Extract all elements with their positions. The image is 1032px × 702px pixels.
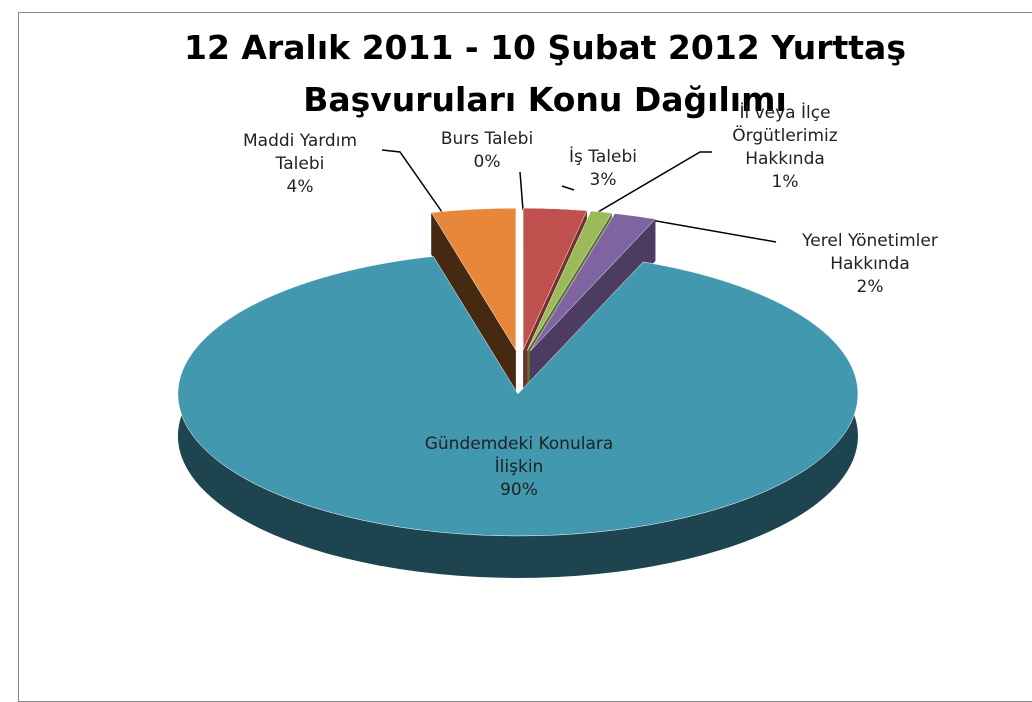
label-name: Maddi Yardım Talebi xyxy=(242,131,358,174)
label-value: 90% xyxy=(500,480,538,500)
slice xyxy=(177,256,859,537)
label-value: 0% xyxy=(473,152,501,172)
chart-title: 12 Aralık 2011 - 10 Şubat 2012 Yurttaş B… xyxy=(184,28,906,119)
leader-line xyxy=(561,185,575,191)
label-name: İş Talebi xyxy=(569,147,637,167)
slice xyxy=(430,207,517,352)
data-label: Burs Talebi 0% xyxy=(427,128,547,174)
slice xyxy=(522,207,588,351)
slice xyxy=(529,213,656,352)
label-value: 4% xyxy=(286,177,314,197)
leader-line xyxy=(519,171,524,211)
slice-wall xyxy=(431,212,516,393)
pie-tops xyxy=(177,207,859,537)
label-value: 3% xyxy=(589,170,617,190)
data-label: İş Talebi 3% xyxy=(543,146,663,192)
label-name: Burs Talebi xyxy=(440,129,534,149)
label-name: Gündemdeki Konulara İlişkin xyxy=(424,434,614,477)
label-name: Yerel Yönetimler Hakkında xyxy=(802,231,938,274)
label-name: İl veya İlçe Örgütlerimiz Hakkında xyxy=(732,103,838,169)
label-value: 1% xyxy=(771,172,799,192)
data-label: Yerel Yönetimler Hakkında 2% xyxy=(770,230,970,299)
leader-line xyxy=(381,149,443,213)
data-label: Gündemdeki Konulara İlişkin 90% xyxy=(414,433,624,502)
leader-line xyxy=(597,151,712,213)
data-label: Maddi Yardım Talebi 4% xyxy=(220,130,380,199)
data-label: İl veya İlçe Örgütlerimiz Hakkında 1% xyxy=(710,102,860,194)
slice xyxy=(526,210,613,351)
label-value: 2% xyxy=(856,277,884,297)
